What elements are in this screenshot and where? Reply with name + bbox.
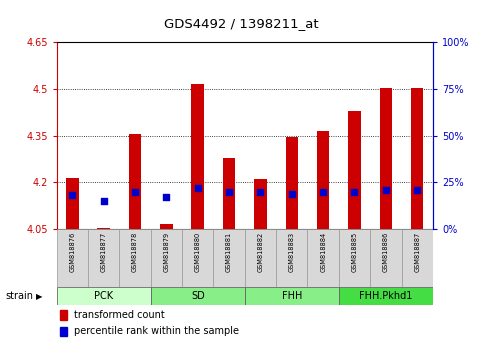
- Text: GSM818881: GSM818881: [226, 232, 232, 272]
- FancyBboxPatch shape: [151, 287, 245, 305]
- Bar: [66, 178, 79, 229]
- FancyBboxPatch shape: [119, 229, 151, 287]
- Text: PCK: PCK: [94, 291, 113, 301]
- Point: [288, 191, 296, 196]
- FancyBboxPatch shape: [308, 229, 339, 287]
- Text: GDS4492 / 1398211_at: GDS4492 / 1398211_at: [164, 17, 319, 30]
- FancyBboxPatch shape: [182, 229, 213, 287]
- Text: GSM818885: GSM818885: [352, 232, 357, 272]
- Bar: [380, 87, 392, 229]
- Bar: [61, 310, 67, 320]
- Point: [351, 189, 358, 195]
- Text: GSM818880: GSM818880: [195, 232, 201, 272]
- FancyBboxPatch shape: [245, 229, 276, 287]
- Point: [382, 187, 390, 193]
- Text: GSM818876: GSM818876: [70, 232, 75, 272]
- Bar: [223, 158, 235, 229]
- FancyBboxPatch shape: [245, 287, 339, 305]
- FancyBboxPatch shape: [213, 229, 245, 287]
- Point: [100, 198, 107, 204]
- Text: GSM818878: GSM818878: [132, 232, 138, 272]
- Bar: [98, 228, 110, 229]
- FancyBboxPatch shape: [57, 229, 88, 287]
- Point: [256, 189, 264, 195]
- FancyBboxPatch shape: [339, 287, 433, 305]
- Bar: [129, 134, 141, 229]
- Bar: [254, 179, 267, 229]
- FancyBboxPatch shape: [401, 229, 433, 287]
- FancyBboxPatch shape: [151, 229, 182, 287]
- Text: GSM818883: GSM818883: [289, 232, 295, 272]
- Text: percentile rank within the sample: percentile rank within the sample: [73, 326, 239, 336]
- Text: GSM818882: GSM818882: [257, 232, 263, 272]
- Bar: [160, 224, 173, 229]
- Point: [319, 189, 327, 195]
- FancyBboxPatch shape: [57, 287, 151, 305]
- FancyBboxPatch shape: [276, 229, 308, 287]
- Text: GSM818879: GSM818879: [163, 232, 170, 272]
- Point: [413, 187, 421, 193]
- FancyBboxPatch shape: [370, 229, 401, 287]
- Point: [194, 185, 202, 191]
- Bar: [348, 111, 361, 229]
- Text: GSM818887: GSM818887: [414, 232, 420, 272]
- FancyBboxPatch shape: [339, 229, 370, 287]
- Text: FHH: FHH: [282, 291, 302, 301]
- Bar: [61, 326, 67, 336]
- Bar: [191, 85, 204, 229]
- Text: strain: strain: [5, 291, 33, 301]
- Bar: [285, 137, 298, 229]
- Text: GSM818877: GSM818877: [101, 232, 106, 272]
- Text: ▶: ▶: [35, 292, 42, 301]
- Bar: [317, 131, 329, 229]
- Text: FHH.Pkhd1: FHH.Pkhd1: [359, 291, 413, 301]
- Text: GSM818884: GSM818884: [320, 232, 326, 272]
- Text: SD: SD: [191, 291, 205, 301]
- Point: [225, 189, 233, 195]
- Text: transformed count: transformed count: [73, 310, 164, 320]
- Text: GSM818886: GSM818886: [383, 232, 389, 272]
- Bar: [411, 87, 423, 229]
- Point: [131, 189, 139, 195]
- Point: [163, 194, 171, 200]
- FancyBboxPatch shape: [88, 229, 119, 287]
- Point: [69, 193, 76, 198]
